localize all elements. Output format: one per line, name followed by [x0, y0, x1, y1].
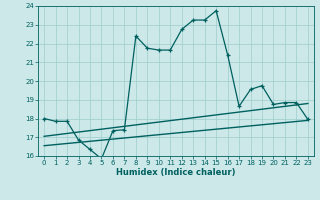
X-axis label: Humidex (Indice chaleur): Humidex (Indice chaleur) — [116, 168, 236, 177]
